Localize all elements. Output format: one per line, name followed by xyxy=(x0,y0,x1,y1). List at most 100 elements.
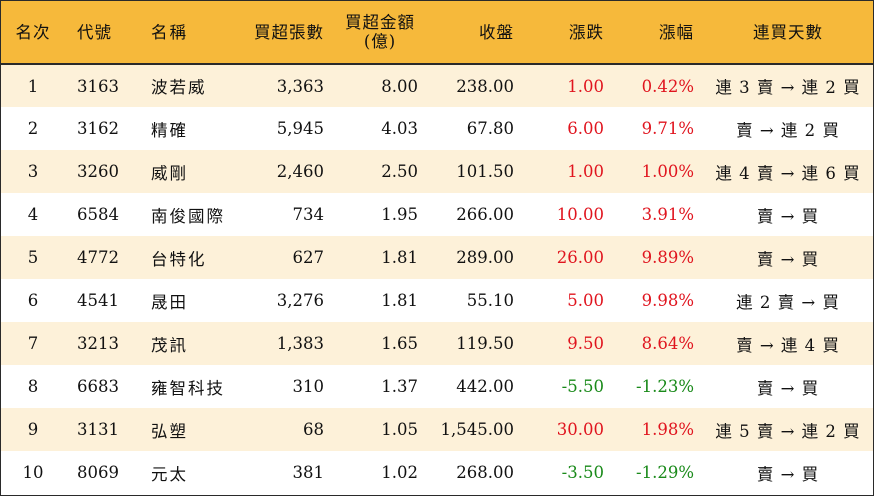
cell-close: 67.80 xyxy=(466,119,514,138)
cell-rank: 1 xyxy=(27,76,39,96)
cell-streak: 連 2 賣 → 買 xyxy=(736,292,840,312)
cell-rank: 5 xyxy=(27,248,39,267)
header-net-lots: 買超張數 xyxy=(237,1,333,65)
cell-streak: 賣 → 連 2 買 xyxy=(736,120,840,140)
cell-code: 8069 xyxy=(77,463,119,482)
cell-code: 3163 xyxy=(77,76,119,96)
cell-streak: 賣 → 買 xyxy=(756,378,820,398)
table-header: 名次 代號 名稱 買超張數 買超金額 (億) 收盤 漲跌 漲幅 連買天數 xyxy=(1,1,873,65)
cell-rank: 3 xyxy=(27,162,39,181)
header-row: 名次 代號 名稱 買超張數 買超金額 (億) 收盤 漲跌 漲幅 連買天數 xyxy=(1,1,873,65)
cell-close: 268.00 xyxy=(456,463,514,482)
cell-name: 台特化 xyxy=(151,249,207,269)
header-net-amount-line1: 買超金額 xyxy=(345,13,415,32)
cell-change: 6.00 xyxy=(567,119,604,138)
cell-code: 3260 xyxy=(77,162,119,181)
header-rank: 名次 xyxy=(1,1,65,65)
cell-net-lots: 3,363 xyxy=(276,76,324,96)
cell-change-pct: 9.71% xyxy=(641,119,694,138)
cell-code: 3213 xyxy=(77,334,119,353)
table-row: 9 3131 弘塑 68 1.05 1,545.00 30.00 1.98% 連 5 賣 → 連… xyxy=(1,408,873,451)
cell-name: 威剛 xyxy=(151,163,188,183)
cell-net-amount: 4.03 xyxy=(381,119,418,138)
table-row: 10 8069 元太 381 1.02 268.00 -3.50 -1.29% 賣 → 買 xyxy=(1,451,873,494)
header-net-amount: 買超金額 (億) xyxy=(333,1,427,65)
cell-change: -3.50 xyxy=(561,463,604,482)
cell-net-amount: 1.65 xyxy=(381,334,418,353)
header-streak: 連買天數 xyxy=(703,1,873,65)
cell-streak: 賣 → 連 4 買 xyxy=(736,335,840,355)
cell-change: 26.00 xyxy=(556,248,604,267)
cell-code: 6683 xyxy=(77,377,119,396)
cell-streak: 連 3 賣 → 連 2 買 xyxy=(715,78,861,97)
header-net-amount-line2: (億) xyxy=(363,32,397,51)
cell-rank: 7 xyxy=(27,334,39,353)
cell-change-pct: 0.42% xyxy=(641,76,694,96)
cell-net-lots: 381 xyxy=(292,463,325,482)
cell-net-amount: 1.95 xyxy=(381,205,418,224)
cell-close: 289.00 xyxy=(456,248,514,267)
cell-net-amount: 1.81 xyxy=(381,291,418,310)
cell-close: 266.00 xyxy=(456,205,514,224)
cell-net-lots: 5,945 xyxy=(276,119,324,138)
cell-net-lots: 3,276 xyxy=(276,291,324,310)
cell-code: 3162 xyxy=(77,119,119,138)
cell-change: 1.00 xyxy=(567,162,604,181)
cell-change-pct: 1.98% xyxy=(641,420,694,439)
cell-change: 5.00 xyxy=(567,291,604,310)
table-body: 1 3163 波若威 3,363 8.00 238.00 1.00 0.42% 連 3 賣 → … xyxy=(1,64,873,494)
cell-code: 4541 xyxy=(77,291,119,310)
cell-code: 3131 xyxy=(77,420,119,439)
cell-rank: 10 xyxy=(22,463,44,482)
table-row: 8 6683 雍智科技 310 1.37 442.00 -5.50 -1.23% 賣 → 買 xyxy=(1,365,873,408)
cell-net-amount: 1.37 xyxy=(381,377,418,396)
cell-close: 119.50 xyxy=(456,334,514,353)
cell-rank: 4 xyxy=(27,205,39,224)
cell-streak: 賣 → 買 xyxy=(756,464,820,484)
cell-name: 元太 xyxy=(151,464,188,484)
cell-name: 南俊國際 xyxy=(151,206,225,226)
cell-close: 101.50 xyxy=(456,162,514,181)
header-change: 漲跌 xyxy=(523,1,613,65)
cell-net-amount: 1.81 xyxy=(381,248,418,267)
cell-change-pct: 9.89% xyxy=(641,248,694,267)
cell-code: 6584 xyxy=(77,205,119,224)
cell-net-amount: 2.50 xyxy=(381,162,418,181)
header-name: 名稱 xyxy=(137,1,237,65)
cell-net-lots: 627 xyxy=(292,248,325,267)
cell-net-amount: 8.00 xyxy=(381,76,418,96)
cell-rank: 2 xyxy=(27,119,39,138)
cell-streak: 連 5 賣 → 連 2 買 xyxy=(715,421,861,441)
header-code: 代號 xyxy=(65,1,137,65)
cell-name: 雍智科技 xyxy=(151,378,225,398)
cell-close: 238.00 xyxy=(456,76,514,96)
header-change-pct: 漲幅 xyxy=(613,1,703,65)
cell-name: 波若威 xyxy=(151,78,207,97)
cell-net-lots: 2,460 xyxy=(276,162,324,181)
cell-close: 442.00 xyxy=(456,377,514,396)
cell-streak: 賣 → 買 xyxy=(756,206,820,226)
cell-rank: 8 xyxy=(27,377,39,396)
cell-change-pct: 3.91% xyxy=(641,205,694,224)
cell-change: 30.00 xyxy=(556,420,604,439)
table-row: 7 3213 茂訊 1,383 1.65 119.50 9.50 8.64% 賣 → 連 4 買 xyxy=(1,322,873,365)
table-row: 5 4772 台特化 627 1.81 289.00 26.00 9.89% 賣 → 買 xyxy=(1,236,873,279)
cell-change: 1.00 xyxy=(567,76,604,96)
cell-name: 精確 xyxy=(151,120,188,140)
cell-change: -5.50 xyxy=(561,377,604,396)
cell-streak: 連 4 賣 → 連 6 買 xyxy=(715,163,861,183)
cell-name: 茂訊 xyxy=(151,335,188,355)
cell-close: 55.10 xyxy=(466,291,514,310)
cell-change-pct: 8.64% xyxy=(641,334,694,353)
cell-net-amount: 1.02 xyxy=(381,463,418,482)
cell-name: 晟田 xyxy=(151,292,188,312)
table-row: 3 3260 威剛 2,460 2.50 101.50 1.00 1.00% 連 4 賣 → 連… xyxy=(1,150,873,193)
table-row: 1 3163 波若威 3,363 8.00 238.00 1.00 0.42% 連 3 賣 → … xyxy=(1,64,873,107)
cell-rank: 9 xyxy=(27,420,39,439)
cell-net-amount: 1.05 xyxy=(381,420,418,439)
table-row: 2 3162 精確 5,945 4.03 67.80 6.00 9.71% 賣 → 連 2 買 xyxy=(1,107,873,150)
cell-net-lots: 310 xyxy=(292,377,325,396)
cell-name: 弘塑 xyxy=(151,421,188,441)
